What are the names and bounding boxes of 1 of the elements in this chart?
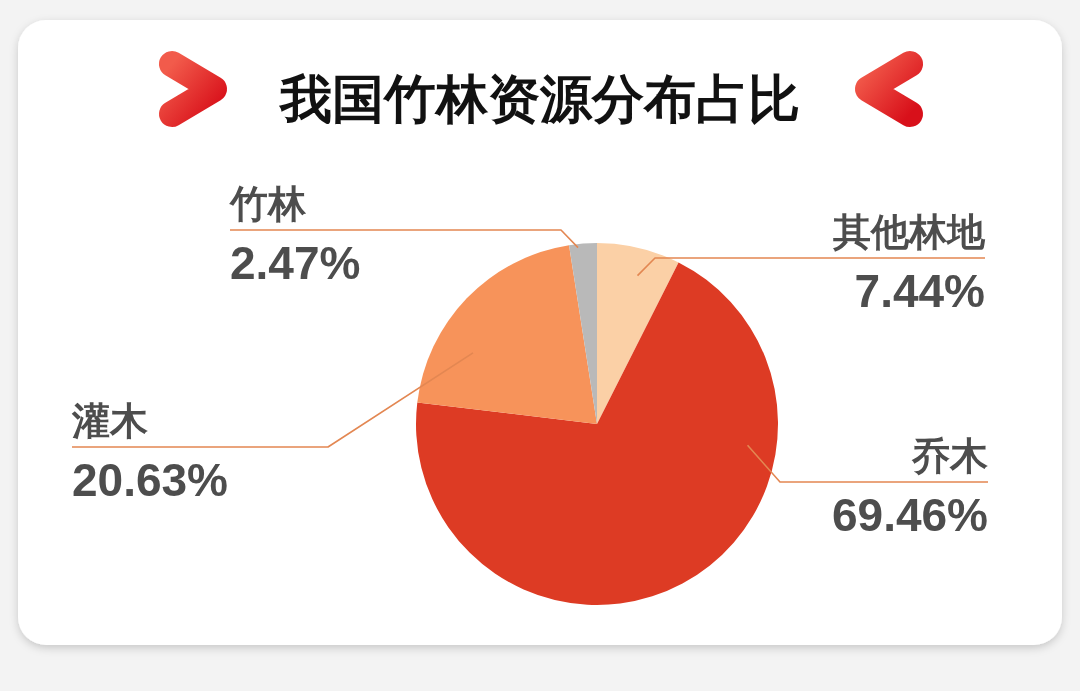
title: 我国竹林资源分布占比 bbox=[280, 70, 800, 128]
